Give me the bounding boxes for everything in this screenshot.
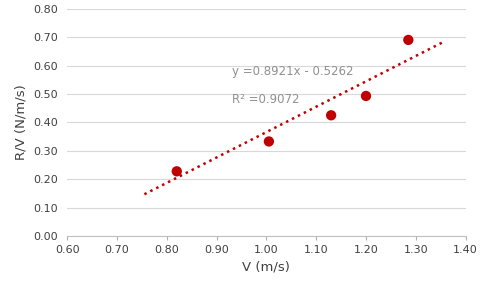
- Point: [405, 38, 412, 42]
- Text: y =0.8921x - 0.5262: y =0.8921x - 0.5262: [231, 65, 353, 78]
- Point: [173, 169, 180, 174]
- Point: [362, 94, 370, 98]
- Y-axis label: R/V (N/m/s): R/V (N/m/s): [15, 84, 28, 160]
- Point: [265, 139, 273, 144]
- X-axis label: V (m/s): V (m/s): [242, 261, 290, 274]
- Point: [327, 113, 335, 118]
- Text: R² =0.9072: R² =0.9072: [231, 92, 299, 105]
